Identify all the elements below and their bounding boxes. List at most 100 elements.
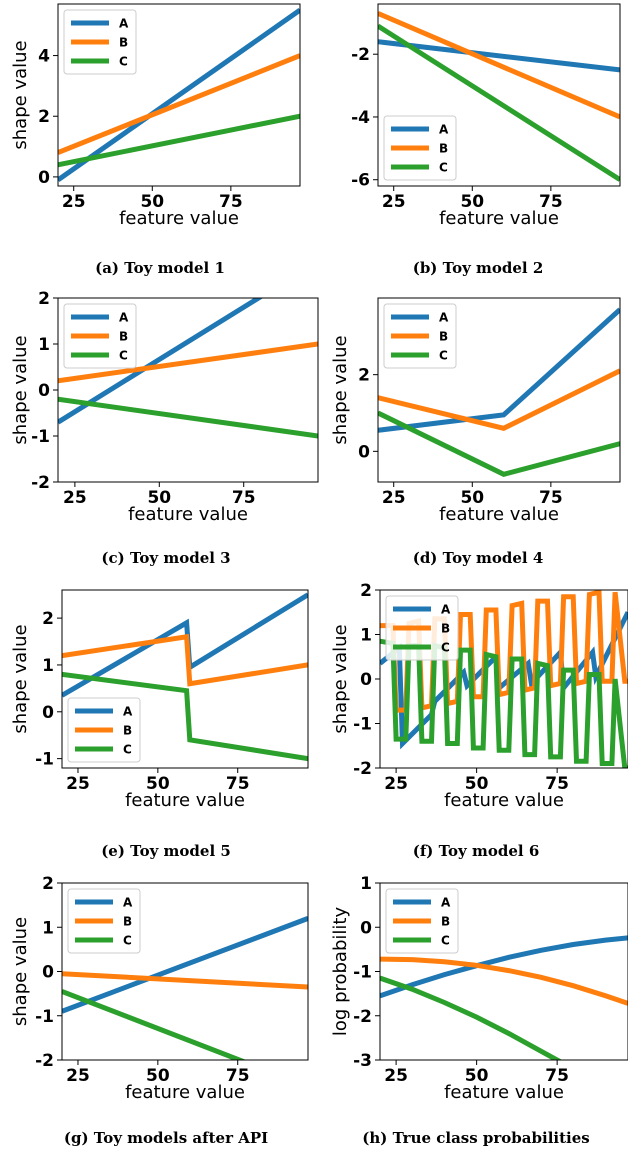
- legend-label-c: C: [439, 161, 448, 175]
- axes-frame: [61, 589, 309, 769]
- x-tick-label: 50: [140, 192, 164, 212]
- y-tick-label: 0: [358, 442, 370, 462]
- series-line-a: [378, 39, 620, 73]
- subplot-4: 25 50 75 0 2 feature value shape value ABC (d) T…: [330, 297, 621, 567]
- legend: ABC: [385, 888, 459, 954]
- x-tick-label: 75: [226, 774, 250, 794]
- subfigure-caption: (b) Toy model 2: [413, 259, 544, 277]
- y-tick-label: -2: [353, 759, 372, 779]
- y-axis-label: shape value: [10, 335, 31, 444]
- y-tick-label: 2: [42, 609, 54, 629]
- x-axis-label: feature value: [439, 504, 559, 525]
- x-tick-label: 50: [460, 488, 484, 508]
- x-tick-label: 75: [545, 1066, 569, 1086]
- axes-frame: [377, 297, 621, 483]
- x-tick-label: 50: [465, 1066, 489, 1086]
- y-axis-label: shape value: [10, 624, 31, 733]
- x-tick-label: 25: [66, 774, 90, 794]
- x-tick-label: 75: [226, 1066, 250, 1086]
- x-tick-label: 25: [382, 192, 406, 212]
- y-tick-label: 2: [358, 366, 370, 386]
- subplot-6: 25 50 75 -2 -1 0 1 2 feature value shape value ABC…: [330, 581, 628, 860]
- legend-label-b: B: [119, 36, 128, 50]
- x-axis-label: feature value: [444, 1082, 564, 1103]
- x-tick-label: 25: [62, 192, 86, 212]
- subplot-2: 25 50 75 -6 -4 -2 feature value ABC (b) Toy mode…: [351, 3, 621, 277]
- legend-label-a: A: [123, 896, 133, 910]
- y-tick-label: -4: [351, 108, 370, 128]
- y-tick-label: 4: [38, 47, 50, 67]
- x-axis-label: feature value: [125, 790, 245, 811]
- x-tick-label: 75: [219, 192, 243, 212]
- y-tick-label: 1: [38, 335, 50, 355]
- y-tick-label: -1: [31, 427, 50, 447]
- legend-label-a: A: [123, 705, 133, 719]
- x-tick-label: 50: [465, 774, 489, 794]
- plot-area: [380, 935, 628, 1060]
- legend-label-c: C: [123, 934, 132, 948]
- series-line-a: [58, 298, 264, 425]
- legend-label-b: B: [441, 622, 450, 636]
- axes-frame: [57, 3, 301, 187]
- legend-label-a: A: [439, 123, 449, 137]
- y-tick-label: 0: [42, 963, 54, 983]
- series-line-c: [380, 975, 563, 1060]
- y-tick-label: 0: [38, 381, 50, 401]
- subplot-1: 25 50 75 0 2 4 feature value shape value ABC (a) …: [10, 3, 301, 277]
- x-axis-label: feature value: [125, 1082, 245, 1103]
- plot-area: [58, 298, 318, 439]
- x-tick-label: 25: [384, 1066, 408, 1086]
- y-tick-label: -2: [31, 473, 50, 493]
- y-tick-label: 0: [42, 703, 54, 723]
- subfigure-caption: (g) Toy models after API: [64, 1129, 268, 1147]
- x-tick-label: 75: [545, 774, 569, 794]
- legend-label-c: C: [123, 743, 132, 757]
- x-tick-label: 25: [63, 488, 87, 508]
- plot-area: [58, 8, 300, 182]
- x-tick-label: 25: [66, 1066, 90, 1086]
- axes-frame: [377, 3, 621, 187]
- series-line-b: [62, 633, 308, 687]
- x-tick-label: 50: [146, 1066, 170, 1086]
- y-tick-label: 2: [38, 107, 50, 127]
- legend-label-b: B: [441, 915, 450, 929]
- y-tick-label: 2: [360, 581, 372, 601]
- y-tick-label: 1: [42, 918, 54, 938]
- subfigure-caption: (d) Toy model 4: [413, 549, 544, 567]
- subfigure-caption: (f) Toy model 6: [413, 842, 540, 860]
- legend: ABC: [67, 697, 141, 763]
- legend-label-b: B: [123, 915, 132, 929]
- legend-label-c: C: [119, 55, 128, 69]
- legend: ABC: [63, 303, 137, 369]
- y-axis-label: shape value: [330, 624, 351, 733]
- legend-label-c: C: [441, 641, 450, 655]
- x-tick-label: 25: [382, 488, 406, 508]
- series-line-c: [62, 989, 247, 1060]
- series-line-c: [58, 113, 300, 168]
- x-tick-label: 25: [384, 774, 408, 794]
- x-tick-label: 75: [539, 192, 563, 212]
- subplot-8: 25 50 75 -3 -2 -1 0 1 feature value log probabili…: [330, 874, 628, 1147]
- series-line-b: [58, 53, 300, 155]
- legend-label-c: C: [441, 934, 450, 948]
- y-tick-label: 2: [42, 874, 54, 894]
- y-tick-label: 1: [360, 874, 372, 894]
- legend-label-b: B: [119, 330, 128, 344]
- series-line-c: [380, 638, 628, 768]
- subfigure-caption: (c) Toy model 3: [101, 549, 230, 567]
- legend-label-b: B: [439, 330, 448, 344]
- plot-area: [378, 307, 620, 477]
- y-axis-label: log probability: [330, 907, 351, 1037]
- y-axis-label: shape value: [330, 335, 351, 444]
- y-tick-label: -1: [353, 963, 372, 983]
- subplot-7: 25 50 75 -2 -1 0 1 2 feature value shape value ABC…: [10, 874, 309, 1147]
- y-axis-label: shape value: [10, 40, 31, 149]
- x-axis-label: feature value: [439, 208, 559, 229]
- x-axis-label: feature value: [444, 790, 564, 811]
- x-tick-label: 50: [460, 192, 484, 212]
- series-line-a: [378, 307, 620, 433]
- legend-label-a: A: [119, 311, 129, 325]
- x-axis-label: feature value: [128, 504, 248, 525]
- legend-label-a: A: [441, 896, 451, 910]
